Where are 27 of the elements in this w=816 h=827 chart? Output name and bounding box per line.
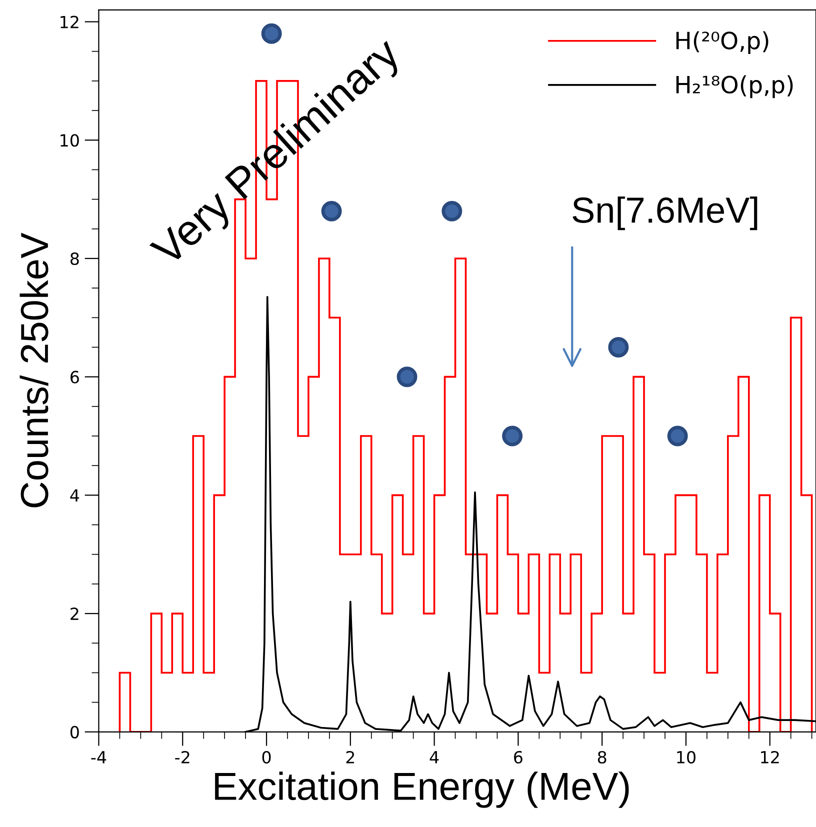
point: [502, 426, 523, 446]
x-tick-label: -4: [91, 751, 106, 764]
y-tick-label: 10: [60, 134, 79, 147]
y-tick-label: 6: [70, 370, 79, 384]
point: [442, 200, 462, 222]
x-tick-label: 0: [262, 750, 271, 764]
x-tick-label: 2: [346, 750, 354, 764]
x-tick-label: 10: [677, 750, 696, 764]
y-tick-label: 4: [70, 489, 80, 502]
x-tick-label: -2: [175, 750, 190, 764]
legend-label: H₂¹⁸O(p,p): [676, 75, 793, 98]
y-tick-label: 8: [70, 252, 79, 266]
x-tick-label: 8: [598, 750, 606, 764]
y-tick-label: 2: [70, 608, 78, 620]
x-tick-label: 6: [514, 750, 522, 764]
x-tick-label: 12: [761, 750, 779, 764]
point: [667, 426, 688, 446]
point: [608, 337, 629, 358]
x-tick-label: 4: [430, 751, 439, 764]
x-axis-title: Excitation Energy (MeV): [215, 772, 629, 808]
y-tick-label: 0: [70, 726, 79, 738]
y-axis-title: Counts/ 250keV: [20, 232, 48, 508]
point: [396, 366, 418, 388]
point: [321, 200, 342, 222]
annotation: Sn[7.6MeV]: [572, 196, 758, 230]
legend-label: H(²⁰O,p): [676, 31, 768, 54]
y-tick-label: 12: [60, 16, 78, 28]
